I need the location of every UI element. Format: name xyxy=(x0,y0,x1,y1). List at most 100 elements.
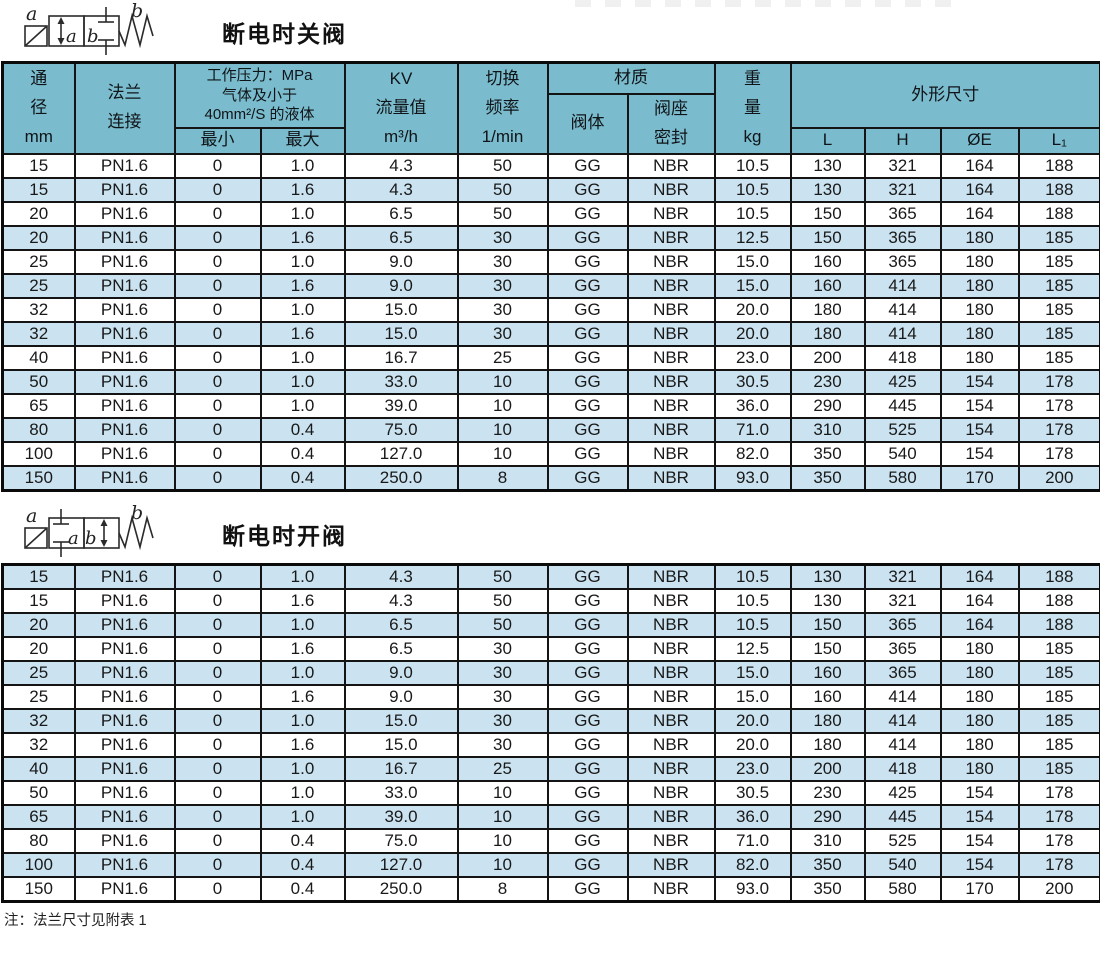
table-cell: 250.0 xyxy=(343,875,459,903)
table-cell: NBR xyxy=(626,875,716,903)
table-cell: 414 xyxy=(863,683,942,710)
table-cell: 1.6 xyxy=(259,320,346,347)
header-kv-flow: KV 流量值 m³/h xyxy=(343,61,459,155)
table-cell: 50 xyxy=(456,563,549,590)
table-cell: 9.0 xyxy=(343,683,459,710)
table-cell: GG xyxy=(546,659,629,686)
symbol-spring-label: b xyxy=(131,3,143,22)
table-cell: 15.0 xyxy=(713,659,792,686)
table-cell: NBR xyxy=(626,344,716,371)
table-cell: 525 xyxy=(863,416,942,443)
table-cell: NBR xyxy=(626,440,716,467)
table-cell: 15.0 xyxy=(713,272,792,299)
table-cell: 30 xyxy=(456,320,549,347)
table-cell: 50 xyxy=(456,200,549,227)
header-switch-frequency: 切换 频率 1/min xyxy=(456,61,549,155)
table-cell: 36.0 xyxy=(713,392,792,419)
table-row: 40 PN1.6 0 1.0 16.7 25 GG NBR 23.0 200 418 180 185 xyxy=(1,755,1100,782)
table-row: 150 PN1.6 0 0.4 250.0 8 GG NBR 93.0 350 580 170 200 xyxy=(1,875,1100,903)
table-cell: 0 xyxy=(173,779,262,806)
symbol-coil-label: a xyxy=(26,3,37,25)
table-cell: 127.0 xyxy=(343,851,459,878)
table-cell: 6.5 xyxy=(343,635,459,662)
table-cell: NBR xyxy=(626,272,716,299)
table-cell: 414 xyxy=(863,296,942,323)
table-cell: NBR xyxy=(626,464,716,492)
table-cell: GG xyxy=(546,851,629,878)
table-cell: 10.5 xyxy=(713,176,792,203)
table-cell: 75.0 xyxy=(343,827,459,854)
table-cell: 0 xyxy=(173,827,262,854)
table-cell: 188 xyxy=(1017,176,1100,203)
table-cell: 20.0 xyxy=(713,707,792,734)
table-cell: 154 xyxy=(939,440,1020,467)
table-cell: 0 xyxy=(173,272,262,299)
table-row: 150 PN1.6 0 0.4 250.0 8 GG NBR 93.0 350 580 170 200 xyxy=(1,464,1100,492)
table-cell: PN1.6 xyxy=(73,707,176,734)
table-cell: GG xyxy=(546,152,629,179)
table-cell: PN1.6 xyxy=(73,296,176,323)
table-cell: GG xyxy=(546,875,629,903)
table-cell: 0 xyxy=(173,368,262,395)
table-cell: 20.0 xyxy=(713,320,792,347)
table-cell: 180 xyxy=(789,707,866,734)
table-cell: 365 xyxy=(863,224,942,251)
table-cell: PN1.6 xyxy=(73,248,176,275)
table-cell: 82.0 xyxy=(713,440,792,467)
table-cell: 180 xyxy=(939,224,1020,251)
table-cell: 154 xyxy=(939,368,1020,395)
table-cell: GG xyxy=(546,827,629,854)
table-row: 32 PN1.6 0 1.6 15.0 30 GG NBR 20.0 180 414 180 185 xyxy=(1,731,1100,758)
table-cell: 418 xyxy=(863,344,942,371)
table-cell: 15.0 xyxy=(343,320,459,347)
table-cell: NBR xyxy=(626,659,716,686)
footnote: 注：法兰尺寸见附表 1 xyxy=(4,912,147,929)
table-cell: 0 xyxy=(173,248,262,275)
table-cell: 30 xyxy=(456,731,549,758)
table-cell: GG xyxy=(546,320,629,347)
table-cell: 25 xyxy=(456,344,549,371)
table-cell: 1.0 xyxy=(259,803,346,830)
table-cell: 178 xyxy=(1017,368,1100,395)
table-cell: NBR xyxy=(626,683,716,710)
table-cell: 71.0 xyxy=(713,827,792,854)
section-open-header: a b a b 断电时开阀 xyxy=(0,505,1100,563)
table-cell: PN1.6 xyxy=(73,803,176,830)
table-cell: 32 xyxy=(1,707,76,734)
table-cell: 6.5 xyxy=(343,224,459,251)
table-cell: 170 xyxy=(939,464,1020,492)
table-row: 25 PN1.6 0 1.6 9.0 30 GG NBR 15.0 160 414 180 185 xyxy=(1,683,1100,710)
table-cell: 365 xyxy=(863,248,942,275)
table-cell: 15 xyxy=(1,563,76,590)
table-cell: 185 xyxy=(1017,224,1100,251)
table-cell: PN1.6 xyxy=(73,152,176,179)
table-cell: 178 xyxy=(1017,392,1100,419)
header-pressure-max: 最大 xyxy=(259,126,346,155)
table-cell: 16.7 xyxy=(343,755,459,782)
table-cell: 350 xyxy=(789,440,866,467)
table-cell: 130 xyxy=(789,176,866,203)
table-cell: 580 xyxy=(863,464,942,492)
header-working-pressure: 工作压力：MPa 气体及小于 40mm²/S 的液体 xyxy=(173,61,346,129)
table-cell: 0 xyxy=(173,563,262,590)
table-cell: 188 xyxy=(1017,152,1100,179)
valve-symbol-deenergized-closed-icon: a b a b xyxy=(24,3,154,55)
table-cell: 0 xyxy=(173,683,262,710)
table-cell: 8 xyxy=(456,875,549,903)
table-cell: 23.0 xyxy=(713,344,792,371)
table-cell: 12.5 xyxy=(713,224,792,251)
table-cell: 25 xyxy=(456,755,549,782)
table-cell: 180 xyxy=(939,659,1020,686)
table-cell: 50 xyxy=(1,779,76,806)
table-cell: 80 xyxy=(1,416,76,443)
table-cell: GG xyxy=(546,344,629,371)
table-cell: 10.5 xyxy=(713,152,792,179)
table-cell: GG xyxy=(546,416,629,443)
table-cell: NBR xyxy=(626,635,716,662)
table-cell: 150 xyxy=(789,635,866,662)
table-cell: 130 xyxy=(789,152,866,179)
table-cell: 0 xyxy=(173,152,262,179)
table-cell: 30 xyxy=(456,659,549,686)
spec-table-closed: 通 径 mm 法兰 连接 工作压力：MPa 气体及小于 40mm²/S 的液体 … xyxy=(1,61,1100,492)
table-cell: 20 xyxy=(1,635,76,662)
